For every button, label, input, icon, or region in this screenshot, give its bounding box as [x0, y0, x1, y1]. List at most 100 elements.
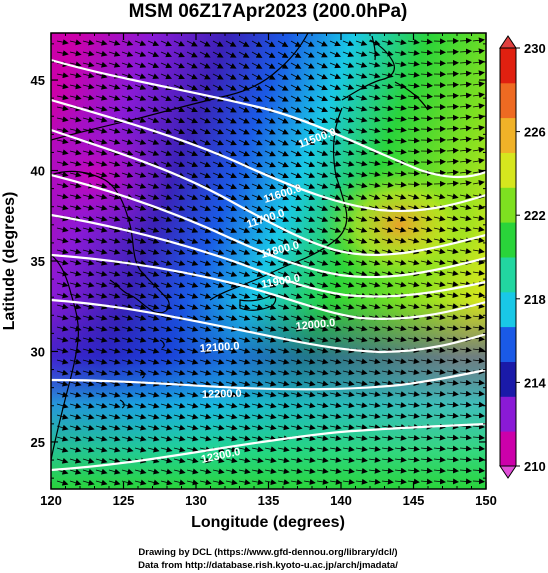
wind-arrow [420, 369, 433, 375]
wind-arrow [225, 205, 238, 212]
wind-arrow [316, 227, 329, 233]
wind-arrow [147, 293, 160, 299]
wind-arrow [264, 205, 277, 212]
wind-arrow [199, 73, 211, 80]
wind-arrow [316, 172, 329, 178]
wind-arrow [134, 216, 147, 222]
wind-arrow [69, 303, 82, 310]
wind-arrow [186, 95, 198, 102]
wind-arrow [355, 83, 368, 90]
wind-arrow [264, 150, 276, 157]
wind-arrow [420, 336, 433, 343]
wind-arrow [290, 314, 303, 321]
wind-arrow [433, 38, 446, 45]
wind-arrow [69, 160, 82, 167]
wind-arrow [238, 271, 251, 277]
wind-arrow [368, 105, 381, 112]
wind-arrow [147, 314, 160, 321]
coastline-segment [333, 107, 343, 177]
colorbar-tick-label: 214 [524, 375, 546, 390]
wind-arrow [134, 40, 147, 46]
wind-arrow [446, 226, 459, 233]
wind-arrow [173, 216, 186, 222]
wind-arrow [381, 303, 394, 310]
wind-arrow [277, 84, 289, 91]
wind-arrow [394, 50, 407, 57]
wind-arrow [303, 62, 315, 69]
wind-arrow [420, 358, 433, 364]
wind-arrow [238, 260, 251, 266]
y-tick-label: 45 [31, 73, 45, 88]
wind-arrow [121, 314, 134, 321]
wind-arrow [108, 369, 121, 376]
wind-arrow [394, 204, 407, 211]
wind-arrow [472, 324, 485, 331]
wind-arrow [238, 194, 251, 201]
wind-arrow [329, 347, 342, 354]
wind-arrow [394, 94, 407, 100]
wind-arrow [290, 194, 303, 201]
wind-arrow [472, 48, 485, 55]
wind-arrow [212, 40, 224, 47]
wind-arrow [238, 216, 251, 223]
wind-arrow [56, 358, 69, 365]
wind-arrow [199, 51, 211, 58]
wind-arrow [420, 82, 433, 89]
wind-arrow [342, 227, 355, 233]
wind-arrow [459, 193, 472, 200]
wind-arrow [147, 95, 160, 101]
wind-arrow [407, 303, 420, 310]
x-tick-label: 140 [330, 493, 352, 508]
wind-arrow [381, 194, 394, 200]
wind-arrow [277, 369, 290, 376]
wind-arrow [381, 248, 394, 255]
wind-arrow [82, 215, 95, 222]
wind-arrow [472, 204, 485, 211]
wind-arrow [355, 380, 368, 387]
wind-arrow [368, 369, 381, 376]
wind-arrow [173, 249, 186, 255]
wind-arrow [160, 161, 173, 167]
wind-arrow [186, 249, 199, 255]
wind-arrow [394, 61, 407, 68]
wind-arrow [290, 293, 303, 299]
wind-arrow [186, 369, 199, 376]
wind-arrow [251, 84, 263, 91]
wind-arrow [316, 336, 329, 343]
wind-arrow [199, 194, 212, 201]
wind-arrow [82, 314, 95, 321]
wind-arrow [381, 216, 394, 222]
wind-arrow [160, 62, 173, 69]
wind-arrow [134, 281, 147, 288]
wind-arrow [459, 346, 472, 353]
wind-arrow [108, 84, 121, 90]
wind-arrow [134, 271, 147, 277]
wind-arrow [199, 40, 211, 47]
wind-arrow [303, 194, 316, 201]
wind-arrow [433, 314, 446, 321]
wind-arrow [212, 347, 225, 354]
wind-arrow [381, 160, 394, 166]
wind-arrow [134, 139, 147, 145]
wind-arrow [186, 238, 199, 244]
wind-arrow [472, 357, 485, 364]
wind-arrow [329, 139, 342, 145]
wind-arrow [147, 150, 160, 156]
wind-arrow [368, 336, 381, 343]
wind-arrow [316, 183, 329, 189]
wind-arrow [199, 161, 212, 168]
wind-arrow [199, 293, 212, 299]
wind-arrow [186, 260, 199, 266]
wind-arrow [212, 62, 224, 69]
wind-arrow [108, 105, 121, 112]
wind-arrow [329, 314, 342, 321]
wind-arrow [225, 271, 238, 277]
wind-arrow [108, 171, 121, 178]
wind-arrow [186, 62, 198, 69]
wind-arrow [225, 51, 237, 58]
wind-arrow [394, 194, 407, 200]
wind-arrow [82, 171, 95, 178]
wind-arrow [173, 260, 186, 266]
wind-arrow [212, 249, 225, 255]
wind-arrow [342, 380, 355, 387]
